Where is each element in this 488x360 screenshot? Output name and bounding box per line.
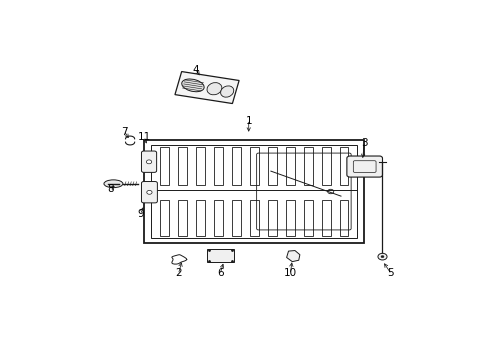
Bar [231,147,241,185]
Circle shape [377,253,386,260]
Circle shape [146,190,152,194]
Text: 3: 3 [360,138,367,148]
Bar [231,201,241,235]
Bar [178,147,187,185]
Text: 5: 5 [386,268,393,278]
Bar [178,201,187,235]
FancyBboxPatch shape [346,156,382,177]
Bar [214,201,223,235]
Bar [160,201,169,235]
Circle shape [146,160,151,164]
Ellipse shape [104,180,122,188]
Bar [303,201,312,235]
Bar [321,201,330,235]
Bar [285,147,294,185]
Text: 11: 11 [138,132,151,143]
Bar [303,147,312,185]
Bar [196,147,204,185]
Text: 7: 7 [121,127,128,137]
Bar [249,201,258,235]
Bar [144,140,364,243]
Bar [339,147,348,185]
Text: 8: 8 [107,184,114,194]
Bar [160,147,169,185]
Text: 10: 10 [283,268,296,278]
Polygon shape [286,251,299,262]
Ellipse shape [220,86,233,97]
Bar [196,201,204,235]
FancyBboxPatch shape [141,151,156,172]
Bar [267,147,276,185]
Bar [321,147,330,185]
Bar [206,249,234,262]
Circle shape [380,256,383,258]
Bar [339,201,348,235]
Ellipse shape [206,82,222,95]
Text: 2: 2 [175,268,182,278]
Text: 4: 4 [192,64,199,75]
Bar [267,201,276,235]
FancyBboxPatch shape [141,181,157,203]
Text: 1: 1 [245,116,251,126]
Bar [175,72,239,104]
Bar [151,145,357,238]
Text: 6: 6 [217,268,223,278]
Bar [249,147,258,185]
Bar [214,147,223,185]
Text: 9: 9 [137,209,144,219]
Bar [285,201,294,235]
Ellipse shape [182,79,203,92]
